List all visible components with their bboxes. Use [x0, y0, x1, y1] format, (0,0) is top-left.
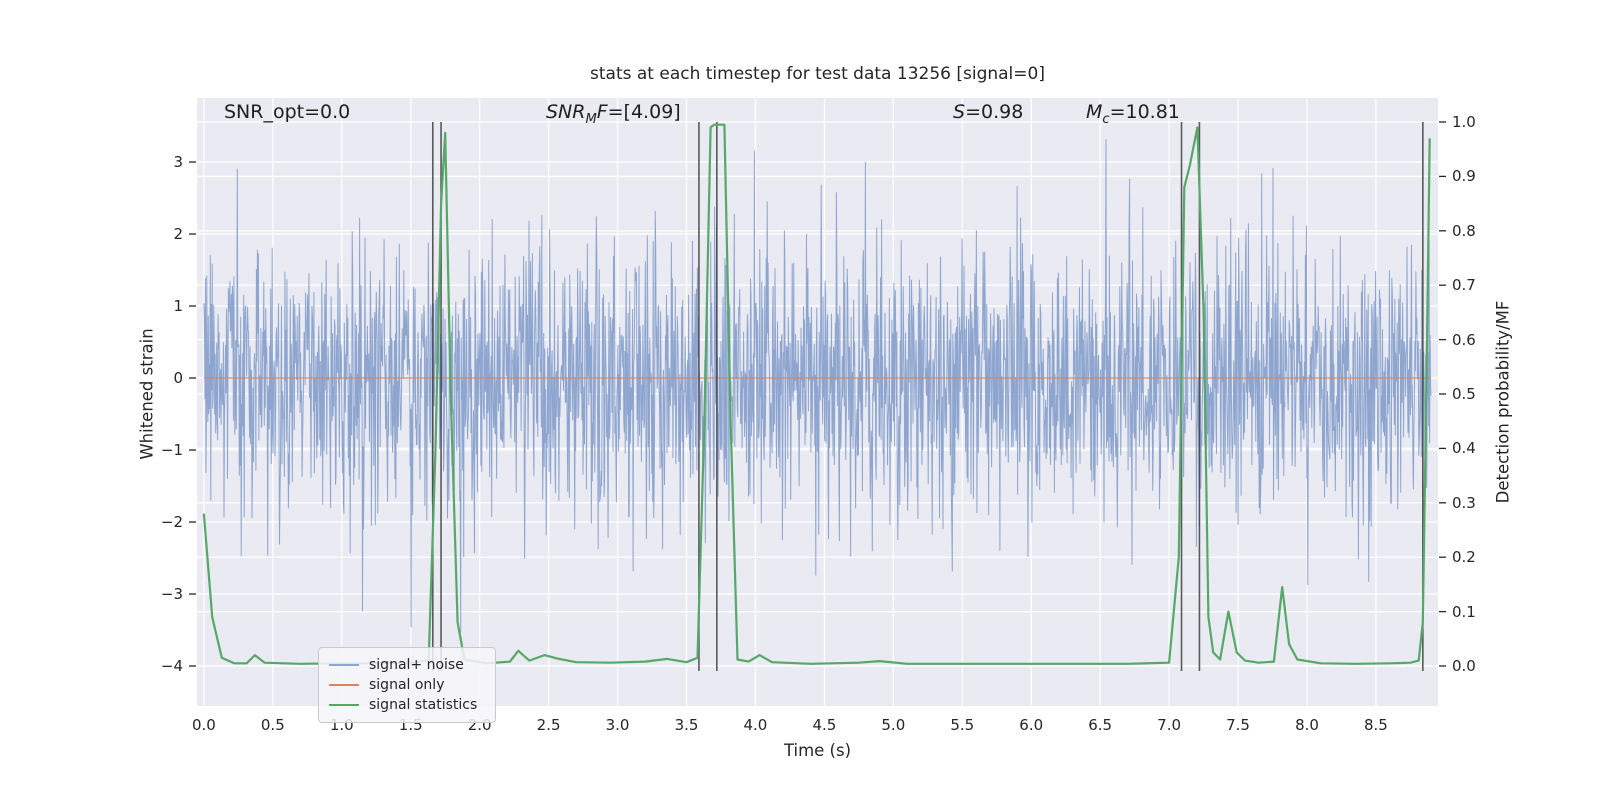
- x-tick-label: 8.0: [1295, 716, 1319, 734]
- legend-swatch-signal-noise: [329, 663, 359, 667]
- legend-label-signal-statistics: signal statistics: [369, 697, 478, 713]
- annotation-mc: Mc=10.81: [1086, 101, 1180, 127]
- y-tick-label-left: −1: [160, 441, 183, 459]
- x-tick-label: 0.0: [191, 716, 216, 734]
- y-tick-label-left: −2: [160, 513, 183, 531]
- x-tick-label: 6.5: [1088, 716, 1113, 734]
- y-tick-label-right: 0.1: [1452, 602, 1476, 621]
- y-tick-label-left: −3: [160, 585, 183, 603]
- chart-title: stats at each timestep for test data 132…: [590, 64, 1045, 84]
- y-tick-label-right: 0.0: [1452, 657, 1476, 675]
- x-tick-label: 4.5: [812, 716, 837, 734]
- x-tick-label: 7.0: [1157, 716, 1182, 734]
- legend-swatch-signal-only: [329, 683, 359, 687]
- legend-swatch-signal-statistics: [329, 703, 359, 707]
- y-tick-label-right: 0.2: [1452, 548, 1476, 567]
- y-tick-label-right: 0.9: [1452, 167, 1476, 186]
- legend-label-signal-noise: signal+ noise: [369, 657, 464, 673]
- y-tick-label-right: 0.6: [1452, 330, 1476, 349]
- y-tick-label-right: 0.5: [1452, 385, 1476, 403]
- y-axis-label-right: Detection probability/MF: [1493, 300, 1513, 504]
- legend-label-signal-only: signal only: [369, 677, 445, 693]
- y-tick-label-left: −4: [160, 657, 183, 675]
- x-tick-label: 5.0: [881, 716, 906, 734]
- y-tick-label-left: 2: [173, 225, 183, 243]
- y-tick-label-right: 1.0: [1452, 113, 1476, 131]
- x-tick-label: 3.0: [605, 716, 630, 734]
- annotation-s: S=0.98: [953, 101, 1024, 123]
- y-axis-label-left: Whitened strain: [137, 328, 157, 460]
- x-tick-label: 5.5: [950, 716, 975, 734]
- x-tick-label: 3.5: [674, 716, 699, 734]
- legend: signal+ noise signal only signal statist…: [318, 647, 496, 723]
- y-tick-label-left: 3: [173, 153, 183, 171]
- x-axis-label: Time (s): [783, 741, 852, 760]
- x-tick-label: 8.5: [1364, 716, 1388, 734]
- y-tick-label-left: 1: [173, 297, 183, 315]
- x-tick-label: 0.5: [260, 716, 285, 734]
- y-tick-label-right: 0.4: [1452, 439, 1476, 458]
- x-tick-label: 7.5: [1226, 716, 1250, 734]
- y-tick-label-right: 0.3: [1452, 493, 1476, 512]
- annotation-snr-mf: SNRMF=[4.09]: [546, 101, 681, 127]
- x-tick-label: 2.5: [536, 716, 561, 734]
- y-tick-label-right: 0.7: [1452, 276, 1476, 295]
- x-tick-label: 6.0: [1019, 716, 1044, 734]
- annotation-snr-opt: SNR_opt=0.0: [224, 101, 351, 123]
- y-tick-label-left: 0: [173, 369, 183, 387]
- legend-item-signal-statistics: signal statistics: [329, 695, 485, 715]
- x-tick-label: 4.0: [743, 716, 768, 734]
- y-tick-label-right: 0.8: [1452, 221, 1476, 240]
- legend-item-signal-only: signal only: [329, 675, 485, 695]
- legend-item-signal-noise: signal+ noise: [329, 655, 485, 675]
